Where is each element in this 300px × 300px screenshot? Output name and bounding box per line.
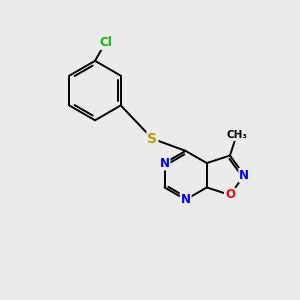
Text: Cl: Cl	[99, 36, 112, 49]
Text: N: N	[181, 193, 191, 206]
Text: S: S	[147, 132, 158, 146]
Text: N: N	[239, 169, 249, 182]
Text: O: O	[225, 188, 235, 202]
Text: Cl: Cl	[99, 36, 112, 49]
Text: N: N	[160, 157, 170, 169]
Text: CH₃: CH₃	[226, 130, 247, 140]
